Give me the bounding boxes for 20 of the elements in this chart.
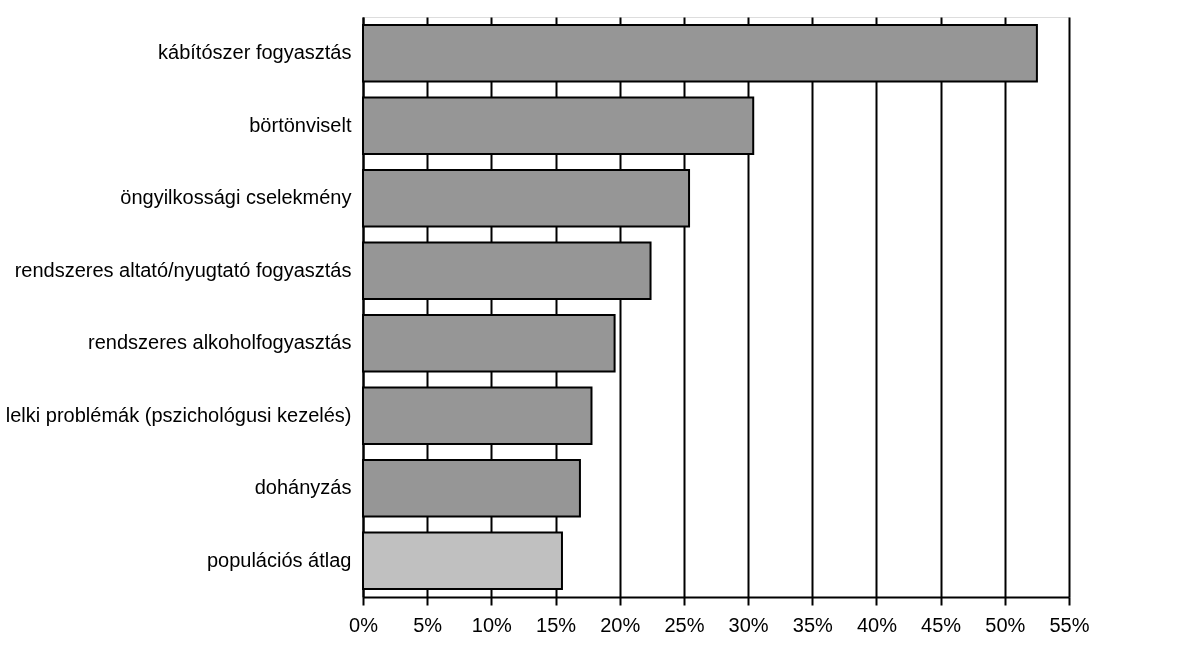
x-tick-label: 55%	[1049, 613, 1090, 636]
y-tick-label: rendszeres altató/nyugtató fogyasztás	[14, 258, 352, 281]
x-tick-label: 0%	[349, 613, 379, 636]
x-tick-label: 35%	[792, 613, 833, 636]
y-tick-label: börtönviselt	[249, 113, 352, 136]
y-tick-label: dohányzás	[254, 476, 352, 499]
x-tick-label: 10%	[471, 613, 513, 636]
x-tick-label: 50%	[985, 613, 1026, 636]
x-tick-label: 15%	[536, 613, 577, 636]
y-tick-label: öngyilkossági cselekmény	[120, 186, 352, 209]
y-tick-label: kábítószer fogyasztás	[158, 41, 352, 64]
x-tick-label: 30%	[728, 613, 769, 636]
x-tick-label: 5%	[413, 613, 443, 636]
y-tick-label: lelki problémák (pszichológusi kezelés)	[5, 403, 352, 426]
x-tick-label: 20%	[600, 613, 641, 636]
x-tick-label: 45%	[921, 613, 962, 636]
x-tick-label: 25%	[664, 613, 705, 636]
x-tick-label: 40%	[856, 613, 898, 636]
y-tick-label: rendszeres alkoholfogyasztás	[88, 331, 352, 354]
y-tick-label: populációs átlag	[206, 548, 352, 571]
